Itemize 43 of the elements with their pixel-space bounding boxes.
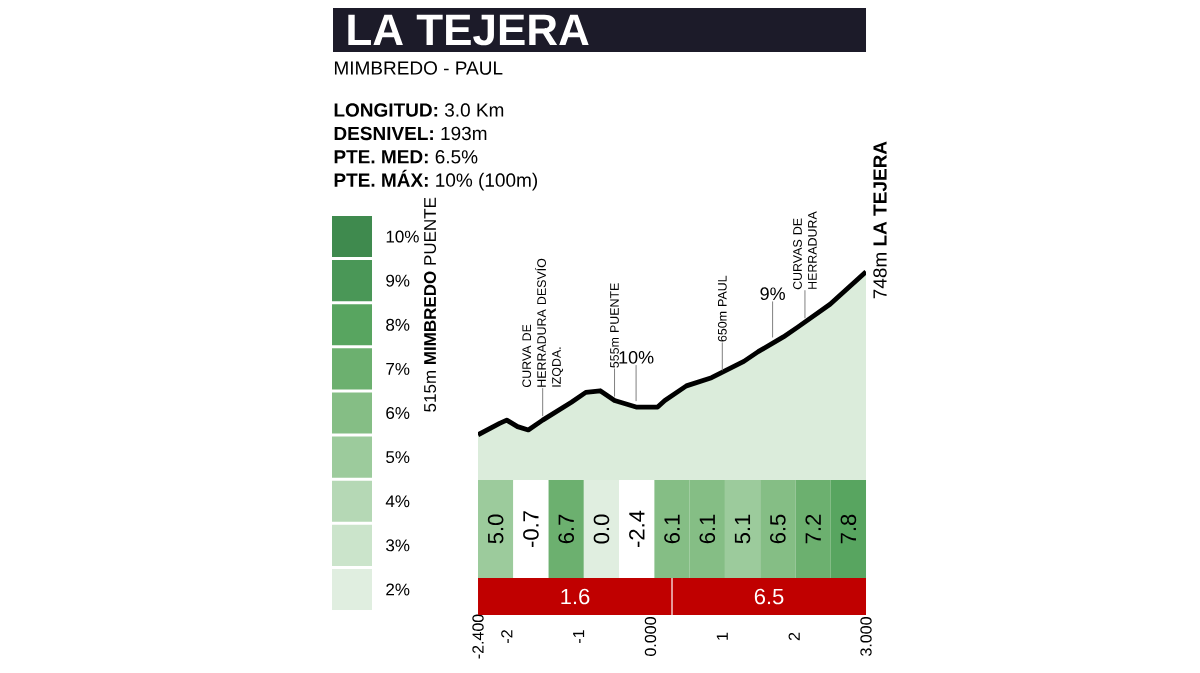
text: 1.6 [561, 588, 590, 605]
text: 6.5 [754, 588, 784, 605]
annotation: 9% [760, 287, 785, 301]
data-label: 0.0 [593, 514, 610, 544]
data-label: -2.4 [629, 510, 645, 547]
annotation: 748m LA TEJERA [873, 141, 887, 299]
x-tick-label: -2.400 [472, 614, 484, 659]
data-label: 7.8 [840, 514, 857, 544]
x-tick-label: -1 [573, 630, 585, 643]
data-label: -0.7 [523, 511, 539, 547]
color-bar-label: 4% [385, 495, 410, 508]
x-tick-label: -2 [501, 630, 513, 643]
text: PTE. MED: 6.5% [334, 150, 478, 164]
annotation: CURVAS DE HERRADURA [793, 211, 817, 290]
text: LONGITUD: 3.0 Km [334, 103, 504, 117]
color-bar-label: 10% [386, 230, 419, 243]
color-bar-label: 5% [386, 451, 410, 464]
color-bar-label: 6% [386, 406, 410, 420]
chart-subtitle: MIMBREDO - PAUL [334, 61, 503, 75]
x-tick-label: 0.000 [644, 617, 657, 656]
color-bar-label: 8% [386, 318, 410, 331]
annotation: 10% [619, 350, 654, 364]
annotation: 515m MIMBREDO PUENTE [423, 197, 437, 412]
x-tick-label: 2 [788, 632, 800, 641]
data-label: 6.7 [558, 514, 574, 544]
annotation: CURVA DE HERRADURA DESVÍO IZQDA. [522, 258, 564, 388]
data-label: 7.2 [805, 514, 821, 544]
color-bar-label: 9% [386, 274, 410, 287]
data-label: 6.5 [770, 514, 786, 544]
color-bar-label: 3% [386, 539, 410, 552]
annotation: 555m PUENTE [610, 283, 619, 368]
x-tick-label: 1 [716, 632, 728, 640]
color-bar-label: 7% [386, 362, 410, 375]
color-bar-label: 2% [386, 583, 410, 596]
chart-title: LA TEJERA [348, 14, 589, 46]
annotation: 650m PAUL [717, 275, 727, 342]
data-label: 5.1 [734, 514, 751, 544]
text: PTE. MÁX: 10% (100m) [334, 169, 538, 191]
data-label: 5.0 [487, 514, 504, 544]
data-label: 6.1 [664, 514, 680, 544]
data-label: 6.1 [699, 514, 716, 544]
x-tick-label: 3.000 [860, 617, 872, 656]
text: DESNIVEL: 193m [334, 126, 487, 141]
